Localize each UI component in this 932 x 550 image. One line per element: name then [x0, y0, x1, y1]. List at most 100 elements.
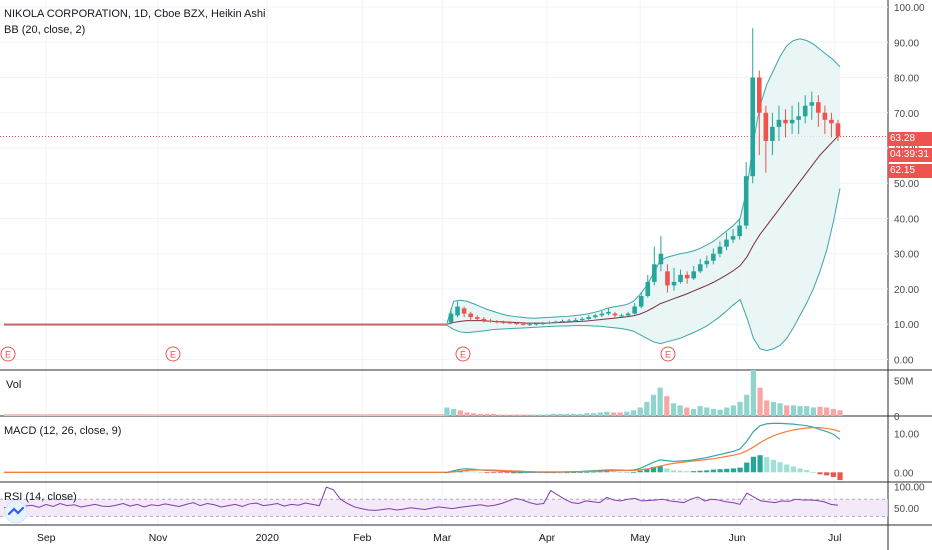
candle-body[interactable]: [796, 116, 801, 120]
candle-body[interactable]: [566, 320, 572, 322]
volume-bar[interactable]: [457, 410, 463, 416]
volume-bar[interactable]: [557, 413, 563, 416]
volume-bar[interactable]: [837, 410, 843, 416]
macd-histogram-bar[interactable]: [744, 462, 750, 473]
candle-body[interactable]: [743, 176, 749, 226]
volume-bar[interactable]: [590, 413, 597, 416]
volume-bar[interactable]: [550, 413, 557, 416]
candle-body[interactable]: [678, 274, 683, 282]
candle-body[interactable]: [776, 119, 782, 127]
volume-bar[interactable]: [730, 405, 737, 416]
volume-bar[interactable]: [577, 413, 583, 416]
volume-bar[interactable]: [444, 407, 450, 416]
volume-bar[interactable]: [537, 414, 543, 416]
candle-body[interactable]: [619, 315, 624, 317]
volume-bar[interactable]: [564, 413, 570, 416]
volume-bar[interactable]: [790, 405, 796, 416]
candle-body[interactable]: [625, 313, 631, 316]
volume-bar[interactable]: [784, 405, 790, 416]
candle-body[interactable]: [540, 323, 546, 325]
macd-histogram-bar[interactable]: [517, 472, 523, 474]
volume-label[interactable]: Vol: [6, 379, 22, 391]
volume-bar[interactable]: [710, 408, 717, 416]
volume-bar[interactable]: [504, 414, 510, 416]
macd-histogram-bar[interactable]: [484, 472, 490, 474]
volume-bar[interactable]: [804, 406, 810, 416]
macd-histogram-bar[interactable]: [837, 472, 843, 481]
volume-bar[interactable]: [737, 401, 743, 416]
macd-histogram-bar[interactable]: [770, 459, 776, 473]
candle-body[interactable]: [612, 313, 618, 316]
macd-histogram-bar[interactable]: [717, 469, 723, 473]
candle-body[interactable]: [671, 281, 677, 286]
volume-bar[interactable]: [511, 414, 517, 416]
candle-body[interactable]: [770, 126, 775, 141]
volume-bar[interactable]: [570, 413, 577, 416]
candle-body[interactable]: [606, 311, 611, 314]
macd-histogram-bar[interactable]: [817, 472, 823, 475]
candle-body[interactable]: [448, 313, 454, 323]
volume-bar[interactable]: [770, 401, 776, 416]
volume-bar[interactable]: [617, 412, 623, 416]
candle-body[interactable]: [638, 296, 644, 307]
macd-histogram-bar[interactable]: [577, 472, 583, 473]
volume-bar[interactable]: [477, 413, 483, 416]
candle-body[interactable]: [697, 264, 703, 272]
candle-body[interactable]: [468, 313, 473, 318]
volume-bar[interactable]: [764, 400, 770, 416]
candle-body[interactable]: [474, 317, 480, 319]
macd-signal-line[interactable]: [446, 427, 841, 473]
candle-body[interactable]: [717, 246, 723, 254]
candle-body[interactable]: [684, 274, 690, 279]
candle-body[interactable]: [520, 323, 526, 325]
candle-body[interactable]: [711, 253, 716, 261]
macd-histogram-bar[interactable]: [497, 472, 503, 474]
macd-histogram-bar[interactable]: [504, 472, 510, 474]
macd-histogram-bar[interactable]: [491, 472, 497, 474]
macd-histogram-bar[interactable]: [610, 471, 617, 473]
candle-body[interactable]: [652, 264, 657, 282]
macd-histogram-bar[interactable]: [624, 472, 630, 473]
candle-body[interactable]: [829, 119, 834, 124]
bb-indicator-label[interactable]: BB (20, close, 2): [4, 24, 86, 36]
volume-bar[interactable]: [650, 394, 657, 416]
candle-body[interactable]: [507, 322, 513, 324]
macd-histogram-bar[interactable]: [604, 471, 610, 473]
volume-bar[interactable]: [644, 401, 650, 416]
volume-bar[interactable]: [777, 403, 783, 416]
candle-body[interactable]: [632, 306, 637, 314]
volume-bar[interactable]: [517, 414, 523, 416]
macd-label[interactable]: MACD (12, 26, close, 9): [4, 425, 122, 437]
volume-bar[interactable]: [530, 414, 537, 416]
candle-body[interactable]: [573, 319, 578, 321]
candle-body[interactable]: [763, 112, 769, 141]
candle-body[interactable]: [579, 318, 585, 320]
volume-bar[interactable]: [830, 408, 836, 416]
volume-bar[interactable]: [824, 407, 830, 416]
macd-histogram-bar[interactable]: [444, 472, 450, 474]
macd-histogram-bar[interactable]: [804, 469, 810, 473]
macd-histogram-bar[interactable]: [790, 466, 796, 473]
volume-bar[interactable]: [630, 410, 637, 416]
candle-body[interactable]: [658, 253, 664, 265]
volume-bar[interactable]: [497, 414, 503, 416]
earnings-marker-icon[interactable]: [660, 346, 676, 362]
macd-histogram-bar[interactable]: [710, 469, 717, 473]
volume-bar[interactable]: [684, 407, 690, 416]
volume-bar[interactable]: [524, 414, 530, 416]
macd-histogram-bar[interactable]: [664, 468, 670, 473]
volume-bar[interactable]: [810, 407, 816, 416]
volume-bar[interactable]: [797, 406, 803, 416]
volume-bar[interactable]: [690, 408, 697, 416]
candle-body[interactable]: [599, 313, 605, 316]
candle-body[interactable]: [816, 102, 821, 113]
tradingview-logo-icon[interactable]: [4, 500, 28, 524]
macd-histogram-bar[interactable]: [590, 471, 597, 473]
candle-body[interactable]: [809, 102, 815, 106]
macd-histogram-bar[interactable]: [644, 468, 650, 473]
macd-histogram-bar[interactable]: [764, 457, 770, 473]
volume-bar[interactable]: [491, 413, 497, 416]
macd-histogram-bar[interactable]: [777, 462, 783, 473]
volume-bar[interactable]: [697, 406, 703, 416]
earnings-marker-icon[interactable]: [455, 346, 471, 362]
